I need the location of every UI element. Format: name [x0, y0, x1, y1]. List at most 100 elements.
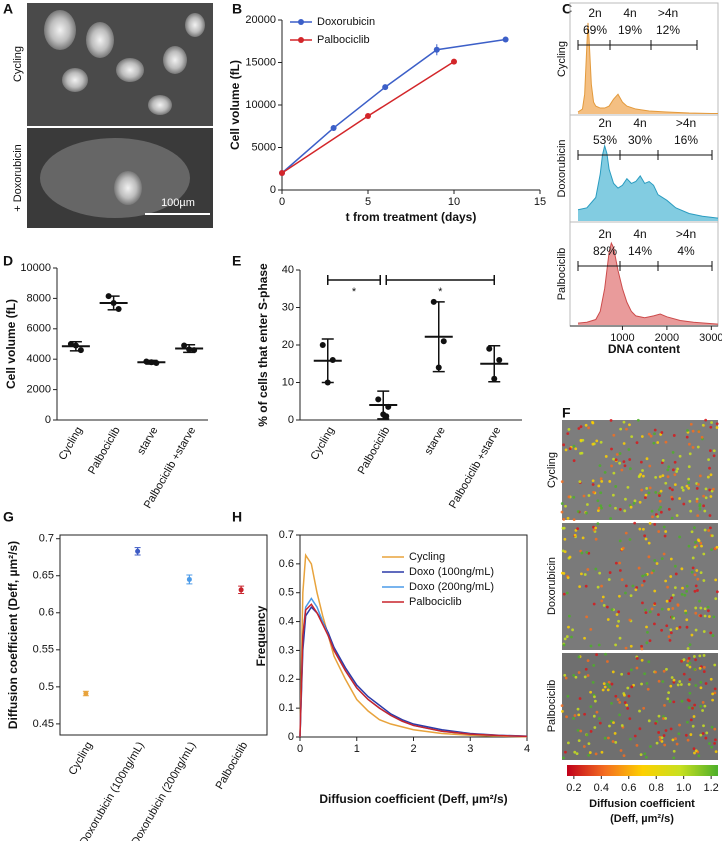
speckle: [627, 694, 631, 698]
y-tick-label: 0.7: [279, 529, 294, 541]
speckle: [658, 475, 662, 479]
speckle: [627, 448, 631, 451]
point: [330, 124, 337, 131]
speckle: [678, 625, 682, 629]
speckle: [708, 466, 711, 470]
gate-percent: 19%: [618, 23, 642, 37]
speckle: [696, 577, 700, 581]
gate-percent: 14%: [628, 244, 652, 258]
speckle: [635, 666, 639, 670]
gate-name: >4n: [676, 227, 696, 241]
speckle: [618, 594, 621, 598]
speckle: [685, 663, 689, 667]
x-tick-label: 3000: [699, 332, 722, 344]
speckle: [703, 509, 707, 513]
speckle: [593, 699, 597, 703]
speckle: [696, 589, 699, 592]
speckle: [699, 606, 703, 610]
x-tick-label: Cycling: [308, 425, 336, 462]
speckle: [701, 709, 704, 712]
speckle: [694, 658, 698, 662]
speckle: [641, 469, 644, 472]
speckle: [662, 715, 665, 718]
speckle: [600, 599, 604, 603]
x-axis-label: Diffusion coefficient (Deff, µm²/s): [319, 792, 507, 806]
gate-name: >4n: [676, 116, 696, 130]
speckle: [587, 494, 591, 497]
speckle: [602, 682, 606, 685]
speckle: [574, 529, 578, 532]
speckle: [565, 635, 569, 638]
overlay-images: [560, 418, 719, 760]
speckle: [613, 731, 617, 735]
speckle: [688, 643, 692, 647]
speckle: [664, 729, 668, 732]
speckle: [644, 573, 648, 577]
speckle: [647, 491, 651, 495]
speckle: [673, 473, 677, 477]
y-tick-label: 4000: [27, 353, 51, 365]
speckle: [589, 628, 593, 631]
speckle: [694, 611, 698, 615]
speckle: [641, 601, 644, 605]
speckle: [703, 614, 707, 618]
speckle: [644, 493, 648, 497]
speckle: [694, 749, 698, 753]
speckle: [635, 656, 639, 660]
speckle: [606, 618, 610, 621]
speckle: [699, 704, 703, 708]
speckle: [614, 485, 618, 488]
speckle: [692, 715, 696, 718]
speckle: [657, 679, 661, 683]
speckle: [595, 710, 599, 714]
speckle: [638, 727, 642, 731]
speckle: [694, 628, 698, 632]
point: [433, 46, 440, 53]
speckle: [702, 665, 706, 669]
speckle: [709, 473, 713, 477]
speckle: [578, 697, 582, 700]
speckle: [577, 427, 581, 430]
speckle: [619, 427, 623, 431]
speckle: [664, 530, 668, 533]
y-tick-label: 2000: [27, 384, 51, 396]
y-tick-label: 0.6: [279, 558, 294, 570]
speckle: [627, 672, 631, 675]
speckle: [671, 468, 675, 472]
speckle: [640, 488, 644, 492]
speckle: [674, 572, 678, 576]
y-tick-label: 30: [282, 301, 294, 313]
speckle: [628, 458, 632, 461]
speckle: [686, 429, 689, 432]
speckle: [653, 522, 657, 526]
speckle: [618, 713, 621, 717]
speckle: [624, 497, 627, 501]
speckle: [672, 680, 676, 684]
speckle: [650, 509, 654, 513]
speckle: [680, 567, 684, 571]
speckle: [678, 535, 682, 539]
speckle: [660, 736, 664, 740]
speckle: [688, 452, 692, 456]
speckle: [610, 608, 614, 612]
speckle: [632, 501, 636, 505]
speckle: [686, 720, 689, 724]
speckle: [660, 607, 664, 611]
speckle: [688, 499, 692, 503]
speckle: [664, 579, 668, 583]
speckle: [568, 447, 572, 451]
legend-label: Cycling: [409, 551, 445, 563]
speckle: [642, 527, 645, 531]
speckle: [669, 628, 673, 632]
speckle: [702, 670, 706, 673]
speckle: [665, 667, 668, 671]
speckle: [560, 571, 564, 575]
speckle: [706, 609, 710, 613]
speckle: [612, 457, 615, 461]
speckle: [585, 550, 589, 554]
speckle: [564, 750, 567, 754]
speckle: [701, 423, 705, 427]
speckle: [648, 610, 652, 614]
speckle: [712, 615, 716, 619]
speckle: [567, 495, 571, 499]
